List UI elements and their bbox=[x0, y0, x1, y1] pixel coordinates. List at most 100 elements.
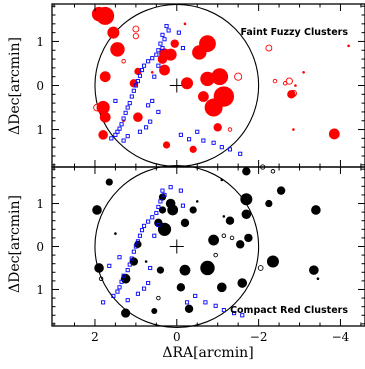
cluster-marker-open bbox=[285, 77, 293, 85]
cluster-marker bbox=[213, 123, 222, 132]
cluster-marker bbox=[107, 26, 120, 39]
source-marker bbox=[146, 59, 151, 64]
source-marker bbox=[160, 32, 165, 37]
cluster-marker-open bbox=[234, 72, 243, 81]
x-tick-label: 2 bbox=[91, 330, 99, 344]
source-marker bbox=[221, 308, 226, 313]
source-marker bbox=[137, 233, 143, 238]
source-marker bbox=[125, 268, 130, 273]
cluster-marker bbox=[242, 167, 251, 176]
y-tick-label: 1 bbox=[36, 123, 44, 137]
source-marker bbox=[201, 138, 206, 143]
cluster-marker-open bbox=[221, 233, 227, 239]
cluster-marker-open bbox=[132, 33, 139, 40]
source-marker bbox=[146, 219, 151, 224]
cluster-marker-open bbox=[213, 252, 218, 258]
cluster-marker bbox=[225, 216, 235, 225]
cluster-marker bbox=[309, 265, 319, 275]
cluster-marker bbox=[216, 282, 227, 293]
source-marker bbox=[129, 94, 134, 99]
cluster-marker bbox=[158, 206, 167, 214]
cluster-marker-open bbox=[93, 103, 101, 112]
cluster-marker-small bbox=[292, 128, 295, 131]
source-marker bbox=[113, 98, 118, 103]
y-tick-label: 1 bbox=[36, 35, 44, 49]
cluster-marker bbox=[266, 255, 279, 268]
source-marker bbox=[154, 52, 159, 57]
source-marker bbox=[144, 125, 149, 130]
source-marker bbox=[176, 30, 181, 35]
source-marker bbox=[135, 79, 140, 84]
cluster-marker bbox=[158, 193, 167, 201]
source-marker bbox=[125, 105, 130, 110]
cluster-marker-small bbox=[316, 277, 320, 281]
source-marker bbox=[156, 109, 161, 114]
cluster-marker-open bbox=[272, 78, 278, 84]
source-marker bbox=[129, 256, 134, 261]
source-marker bbox=[139, 228, 145, 233]
cluster-marker bbox=[167, 204, 179, 216]
source-marker bbox=[133, 83, 138, 88]
cluster-marker-open bbox=[229, 235, 235, 241]
source-marker bbox=[135, 291, 140, 296]
y-tick-label: 0 bbox=[36, 79, 44, 93]
source-marker bbox=[180, 203, 185, 208]
source-marker bbox=[160, 46, 165, 51]
cluster-marker-small bbox=[150, 70, 154, 74]
cluster-marker bbox=[157, 222, 172, 236]
cluster-marker-open bbox=[282, 81, 288, 86]
source-marker bbox=[162, 192, 167, 197]
source-marker bbox=[121, 116, 126, 121]
reference-circle bbox=[94, 164, 260, 329]
source-marker bbox=[240, 313, 245, 318]
plot-area bbox=[91, 3, 350, 168]
cluster-marker bbox=[240, 193, 253, 206]
source-marker bbox=[119, 279, 124, 284]
source-marker bbox=[156, 222, 161, 228]
source-marker bbox=[150, 215, 155, 220]
cluster-marker-small bbox=[195, 200, 199, 203]
source-marker bbox=[131, 88, 136, 93]
source-marker bbox=[146, 280, 151, 286]
cluster-marker-open bbox=[289, 89, 297, 97]
cluster-marker bbox=[176, 283, 186, 292]
source-marker bbox=[156, 63, 161, 68]
source-marker bbox=[184, 300, 190, 305]
cluster-marker-small bbox=[183, 22, 187, 26]
source-marker bbox=[166, 28, 171, 33]
cluster-marker bbox=[99, 71, 111, 83]
source-marker bbox=[238, 151, 243, 156]
cluster-marker-open bbox=[227, 127, 233, 132]
cluster-marker bbox=[134, 67, 142, 76]
y-axis-title-bottom: ΔDec[arcmin] bbox=[7, 195, 23, 293]
cluster-marker bbox=[208, 234, 220, 246]
cluster-marker bbox=[184, 304, 194, 314]
cluster-marker bbox=[96, 100, 110, 115]
source-marker bbox=[180, 46, 185, 51]
cluster-marker bbox=[98, 130, 108, 140]
source-marker bbox=[156, 48, 161, 53]
source-marker bbox=[121, 138, 126, 143]
source-marker bbox=[117, 285, 122, 290]
source-marker bbox=[113, 132, 118, 137]
source-marker bbox=[211, 140, 216, 145]
cluster-marker bbox=[94, 263, 104, 273]
x-axis-title: ΔRA[arcmin] bbox=[162, 345, 253, 361]
source-marker bbox=[107, 263, 112, 268]
cluster-marker-open bbox=[98, 276, 104, 281]
source-marker bbox=[160, 188, 165, 193]
source-marker bbox=[150, 98, 155, 103]
cluster-marker bbox=[189, 145, 197, 153]
source-marker bbox=[121, 273, 126, 278]
source-marker bbox=[187, 137, 192, 142]
cluster-marker bbox=[241, 209, 252, 220]
cluster-marker bbox=[96, 6, 115, 25]
source-marker bbox=[158, 199, 163, 204]
cluster-marker-open bbox=[265, 44, 273, 52]
top-panel: Faint Fuzzy Clusters 1 0 1 bbox=[36, 3, 365, 168]
source-marker bbox=[227, 147, 233, 152]
cluster-marker bbox=[159, 64, 170, 76]
source-marker bbox=[162, 37, 167, 42]
source-marker bbox=[142, 223, 147, 228]
source-marker bbox=[150, 56, 155, 61]
